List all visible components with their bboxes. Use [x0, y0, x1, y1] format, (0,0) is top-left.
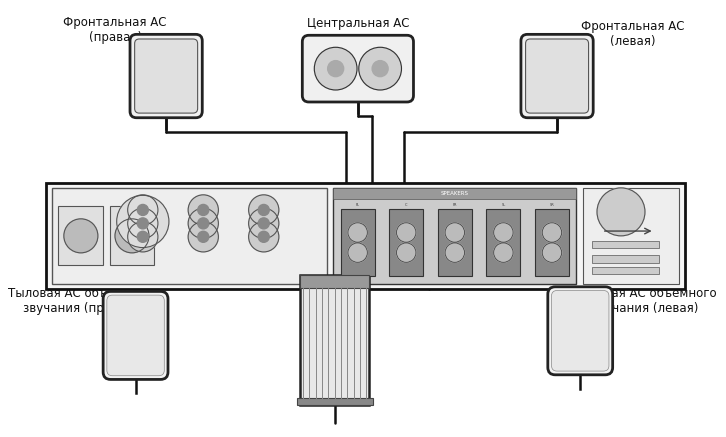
Bar	[296, 399, 373, 405]
Text: Тыловая АС объемного
звучания (левая): Тыловая АС объемного звучания (левая)	[574, 287, 717, 315]
Text: SPEAKERS: SPEAKERS	[441, 191, 469, 196]
FancyBboxPatch shape	[548, 287, 613, 375]
Circle shape	[348, 243, 367, 262]
Bar	[300, 275, 370, 405]
Circle shape	[396, 223, 416, 242]
Circle shape	[348, 223, 367, 242]
Circle shape	[188, 195, 219, 225]
Bar	[389, 209, 423, 276]
FancyBboxPatch shape	[107, 295, 164, 376]
Circle shape	[258, 205, 269, 215]
Text: Тыловая АС объемного
звучания (правая): Тыловая АС объемного звучания (правая)	[8, 287, 152, 315]
Bar	[592, 241, 659, 248]
Text: Сабвуфер: Сабвуфер	[304, 287, 365, 300]
FancyBboxPatch shape	[526, 39, 589, 113]
Circle shape	[372, 61, 388, 76]
Circle shape	[396, 243, 416, 262]
Circle shape	[258, 231, 269, 242]
Bar	[486, 209, 521, 276]
Circle shape	[597, 188, 645, 236]
Circle shape	[248, 195, 279, 225]
Bar	[46, 183, 685, 289]
Circle shape	[494, 223, 513, 242]
Bar	[333, 188, 576, 199]
Circle shape	[542, 243, 562, 262]
Text: SL: SL	[501, 203, 505, 207]
Circle shape	[137, 231, 148, 242]
FancyBboxPatch shape	[552, 291, 609, 371]
Circle shape	[188, 222, 219, 252]
Circle shape	[359, 47, 401, 90]
Circle shape	[137, 218, 148, 229]
Bar	[340, 209, 375, 276]
Circle shape	[115, 219, 149, 253]
Bar	[110, 206, 155, 265]
Text: Фронтальная АС
(правая): Фронтальная АС (правая)	[63, 16, 167, 44]
Text: FL: FL	[356, 203, 359, 207]
Circle shape	[64, 219, 98, 253]
FancyBboxPatch shape	[302, 35, 414, 102]
Text: SR: SR	[550, 203, 555, 207]
Bar	[333, 188, 576, 284]
Text: Фронтальная АС
(левая): Фронтальная АС (левая)	[582, 20, 685, 48]
Circle shape	[445, 223, 465, 242]
Circle shape	[258, 218, 269, 229]
Circle shape	[188, 208, 219, 239]
Circle shape	[542, 223, 562, 242]
Bar	[59, 206, 103, 265]
Bar	[52, 188, 327, 284]
Circle shape	[128, 195, 158, 225]
Bar	[592, 255, 659, 263]
Circle shape	[197, 231, 209, 242]
Bar	[583, 188, 679, 284]
Bar	[592, 267, 659, 274]
FancyBboxPatch shape	[103, 291, 168, 379]
Circle shape	[494, 243, 513, 262]
FancyBboxPatch shape	[134, 39, 197, 113]
Circle shape	[248, 208, 279, 239]
Circle shape	[445, 243, 465, 262]
Circle shape	[117, 195, 169, 248]
Bar	[535, 209, 569, 276]
Circle shape	[128, 222, 158, 252]
Circle shape	[327, 61, 343, 76]
FancyBboxPatch shape	[521, 35, 593, 118]
Bar	[438, 209, 472, 276]
Text: Центральная АС: Центральная АС	[306, 17, 409, 30]
Circle shape	[314, 47, 357, 90]
Circle shape	[137, 205, 148, 215]
Circle shape	[248, 222, 279, 252]
FancyBboxPatch shape	[130, 35, 203, 118]
Circle shape	[197, 205, 209, 215]
Circle shape	[197, 218, 209, 229]
Circle shape	[128, 208, 158, 239]
Text: FR: FR	[452, 203, 457, 207]
Text: C: C	[405, 203, 407, 207]
Bar	[300, 275, 370, 288]
